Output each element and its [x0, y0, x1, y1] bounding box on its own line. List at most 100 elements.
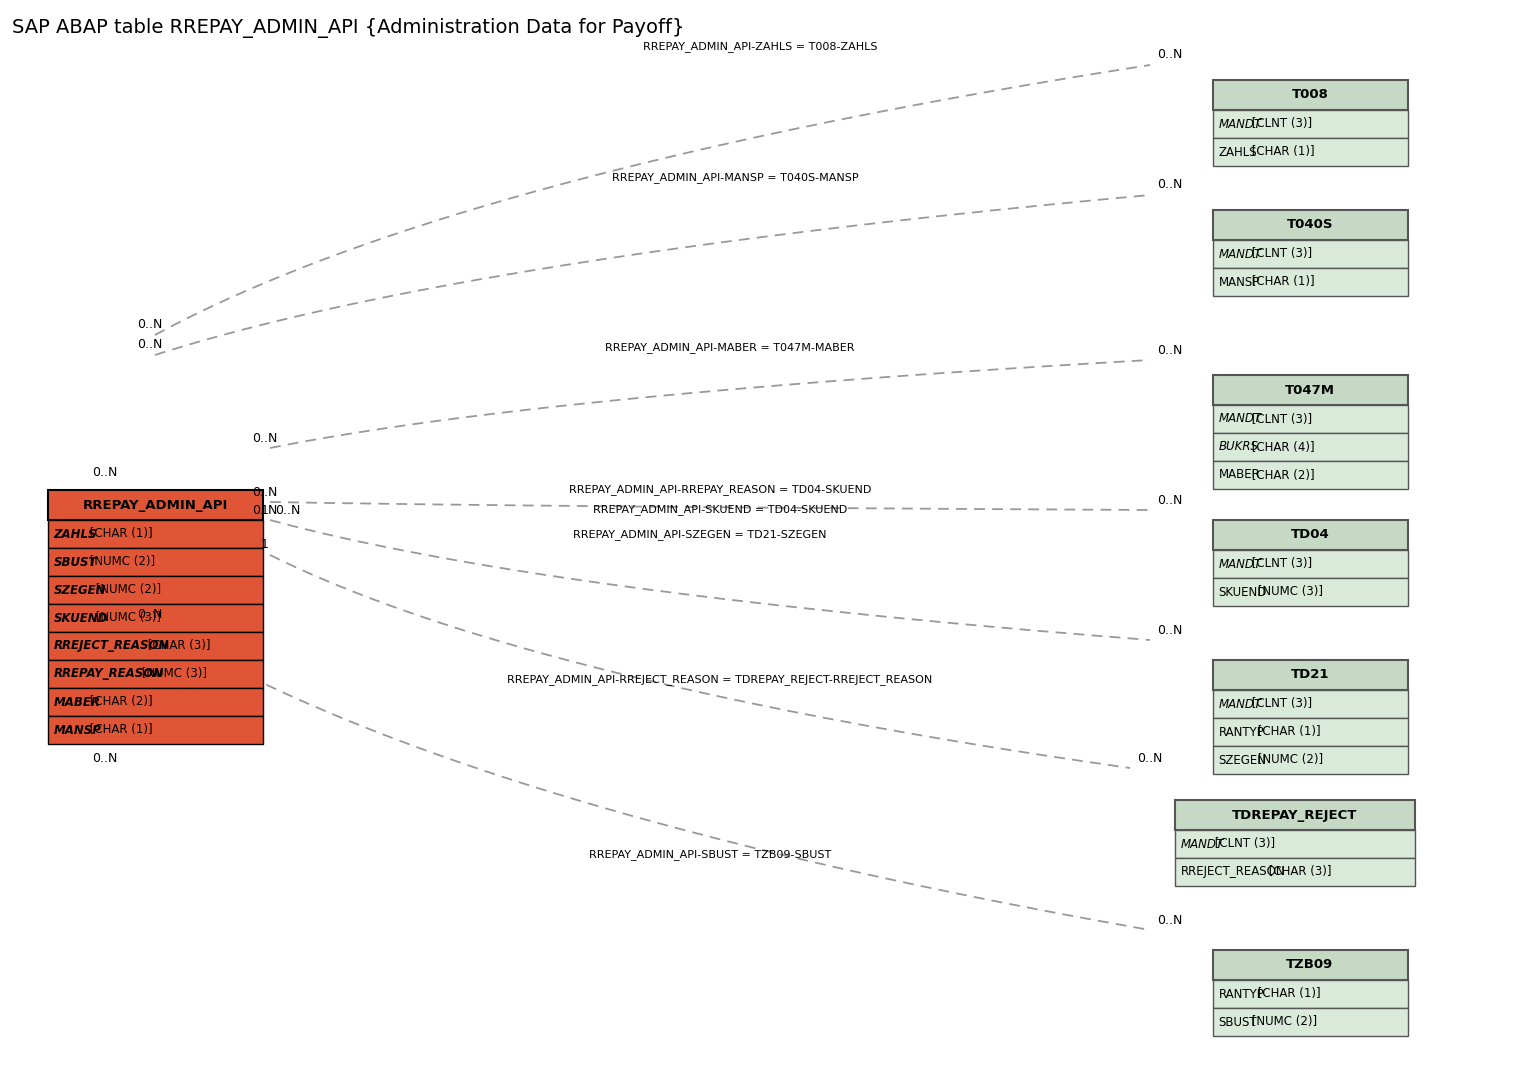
Text: RREPAY_ADMIN_API-MANSP = T040S-MANSP: RREPAY_ADMIN_API-MANSP = T040S-MANSP — [612, 173, 858, 184]
Text: 1: 1 — [261, 504, 269, 516]
Text: SZEGEN: SZEGEN — [1218, 753, 1267, 766]
Bar — [1212, 240, 1408, 268]
Text: [NUMC (2)]: [NUMC (2)] — [93, 584, 161, 596]
Text: SBUST: SBUST — [53, 556, 97, 569]
Bar — [1212, 461, 1408, 489]
Text: ZAHLS: ZAHLS — [53, 527, 97, 541]
Bar — [47, 520, 263, 548]
Text: MANDT: MANDT — [1218, 117, 1261, 130]
Text: [NUMC (3)]: [NUMC (3)] — [93, 611, 161, 624]
Text: MANDT: MANDT — [1218, 413, 1261, 426]
Text: 0..N: 0..N — [252, 485, 278, 498]
Text: [CHAR (1)]: [CHAR (1)] — [1249, 275, 1315, 288]
Text: 0..N: 0..N — [137, 338, 163, 351]
Text: SKUEND: SKUEND — [1218, 586, 1267, 599]
Text: RREPAY_REASON: RREPAY_REASON — [53, 668, 164, 681]
Bar — [47, 688, 263, 716]
Text: [CHAR (2)]: [CHAR (2)] — [87, 696, 152, 708]
Text: 0..N: 0..N — [252, 431, 278, 445]
Bar — [1212, 690, 1408, 718]
Text: 0..N: 0..N — [1157, 623, 1183, 637]
Bar — [1212, 1008, 1408, 1036]
Bar — [47, 576, 263, 604]
Text: [CHAR (4)]: [CHAR (4)] — [1249, 441, 1315, 453]
Text: RREPAY_ADMIN_API-SZEGEN = TD21-SZEGEN: RREPAY_ADMIN_API-SZEGEN = TD21-SZEGEN — [573, 529, 826, 541]
Bar — [1212, 746, 1408, 774]
Text: RREPAY_ADMIN_API-SBUST = TZB09-SBUST: RREPAY_ADMIN_API-SBUST = TZB09-SBUST — [589, 849, 831, 860]
Bar — [1212, 210, 1408, 240]
Text: MABER: MABER — [1218, 468, 1261, 481]
Text: SZEGEN: SZEGEN — [53, 584, 106, 596]
Bar — [1212, 405, 1408, 433]
Text: BUKRS: BUKRS — [1218, 441, 1259, 453]
Bar — [47, 632, 263, 660]
Text: RANTYP: RANTYP — [1218, 726, 1264, 738]
Bar — [1212, 550, 1408, 578]
Text: T008: T008 — [1291, 89, 1329, 101]
Text: [CHAR (1)]: [CHAR (1)] — [1249, 145, 1315, 159]
Text: TD04: TD04 — [1291, 528, 1329, 541]
Text: [NUMC (3)]: [NUMC (3)] — [1255, 586, 1323, 599]
Bar — [1212, 138, 1408, 166]
Text: [CLNT (3)]: [CLNT (3)] — [1249, 117, 1312, 130]
Text: RREJECT_REASON: RREJECT_REASON — [1180, 865, 1285, 878]
Text: 0..N: 0..N — [137, 608, 163, 621]
Text: [CLNT (3)]: [CLNT (3)] — [1249, 413, 1312, 426]
Text: SAP ABAP table RREPAY_ADMIN_API {Administration Data for Payoff}: SAP ABAP table RREPAY_ADMIN_API {Adminis… — [12, 18, 685, 38]
Text: ZAHLS: ZAHLS — [1218, 145, 1258, 159]
Bar — [1212, 520, 1408, 550]
Text: TD21: TD21 — [1291, 669, 1329, 682]
Bar — [47, 490, 263, 520]
Bar — [1212, 718, 1408, 746]
Text: SKUEND: SKUEND — [53, 611, 108, 624]
Text: [CHAR (3)]: [CHAR (3)] — [144, 639, 211, 653]
Text: RREPAY_ADMIN_API-MABER = T047M-MABER: RREPAY_ADMIN_API-MABER = T047M-MABER — [605, 343, 855, 353]
Text: MANSP: MANSP — [1218, 275, 1259, 288]
Text: T040S: T040S — [1287, 219, 1334, 232]
Bar — [1212, 578, 1408, 606]
Text: T047M: T047M — [1285, 383, 1335, 397]
Text: RREPAY_ADMIN_API-SKUEND = TD04-SKUEND: RREPAY_ADMIN_API-SKUEND = TD04-SKUEND — [592, 505, 848, 515]
Text: [CLNT (3)]: [CLNT (3)] — [1211, 838, 1274, 850]
Text: [CHAR (1)]: [CHAR (1)] — [1255, 726, 1322, 738]
Text: [NUMC (2)]: [NUMC (2)] — [1255, 753, 1323, 766]
Bar — [1212, 980, 1408, 1008]
Bar — [1212, 375, 1408, 405]
Text: 1: 1 — [261, 539, 269, 552]
Text: [NUMC (2)]: [NUMC (2)] — [87, 556, 155, 569]
Bar — [1212, 80, 1408, 110]
Bar — [47, 604, 263, 632]
Text: [CLNT (3)]: [CLNT (3)] — [1249, 698, 1312, 711]
Text: 0..N: 0..N — [275, 504, 301, 516]
Text: RREPAY_ADMIN_API-RREJECT_REASON = TDREPAY_REJECT-RREJECT_REASON: RREPAY_ADMIN_API-RREJECT_REASON = TDREPA… — [507, 674, 933, 685]
Bar — [1212, 268, 1408, 296]
Bar — [1176, 830, 1416, 858]
Bar — [47, 660, 263, 688]
Bar — [1176, 800, 1416, 830]
Text: 0..N: 0..N — [1157, 178, 1183, 191]
Text: 0..N: 0..N — [93, 465, 117, 478]
Bar — [1212, 660, 1408, 690]
Text: 0..N: 0..N — [252, 504, 278, 516]
Text: [NUMC (3)]: [NUMC (3)] — [138, 668, 207, 681]
Text: 0..N: 0..N — [1138, 751, 1162, 764]
Text: 0..N: 0..N — [1157, 48, 1183, 62]
Text: RREJECT_REASON: RREJECT_REASON — [53, 639, 169, 653]
Bar — [1212, 110, 1408, 138]
Text: MANDT: MANDT — [1218, 557, 1261, 571]
Text: [CLNT (3)]: [CLNT (3)] — [1249, 557, 1312, 571]
Text: MABER: MABER — [53, 696, 100, 708]
Text: RREPAY_ADMIN_API-ZAHLS = T008-ZAHLS: RREPAY_ADMIN_API-ZAHLS = T008-ZAHLS — [643, 42, 878, 52]
Text: MANDT: MANDT — [1218, 248, 1261, 260]
Text: [CHAR (1)]: [CHAR (1)] — [87, 527, 152, 541]
Text: [CHAR (3)]: [CHAR (3)] — [1265, 865, 1332, 878]
Text: MANDT: MANDT — [1218, 698, 1261, 711]
Text: 0..N: 0..N — [1157, 913, 1183, 926]
Text: MANDT: MANDT — [1180, 838, 1224, 850]
Text: 0..N: 0..N — [137, 319, 163, 332]
Text: TZB09: TZB09 — [1287, 958, 1334, 971]
Text: [NUMC (2)]: [NUMC (2)] — [1249, 1016, 1317, 1029]
Text: RREPAY_ADMIN_API-RREPAY_REASON = TD04-SKUEND: RREPAY_ADMIN_API-RREPAY_REASON = TD04-SK… — [568, 484, 872, 495]
Bar — [47, 716, 263, 744]
Text: [CHAR (1)]: [CHAR (1)] — [1255, 987, 1322, 1001]
